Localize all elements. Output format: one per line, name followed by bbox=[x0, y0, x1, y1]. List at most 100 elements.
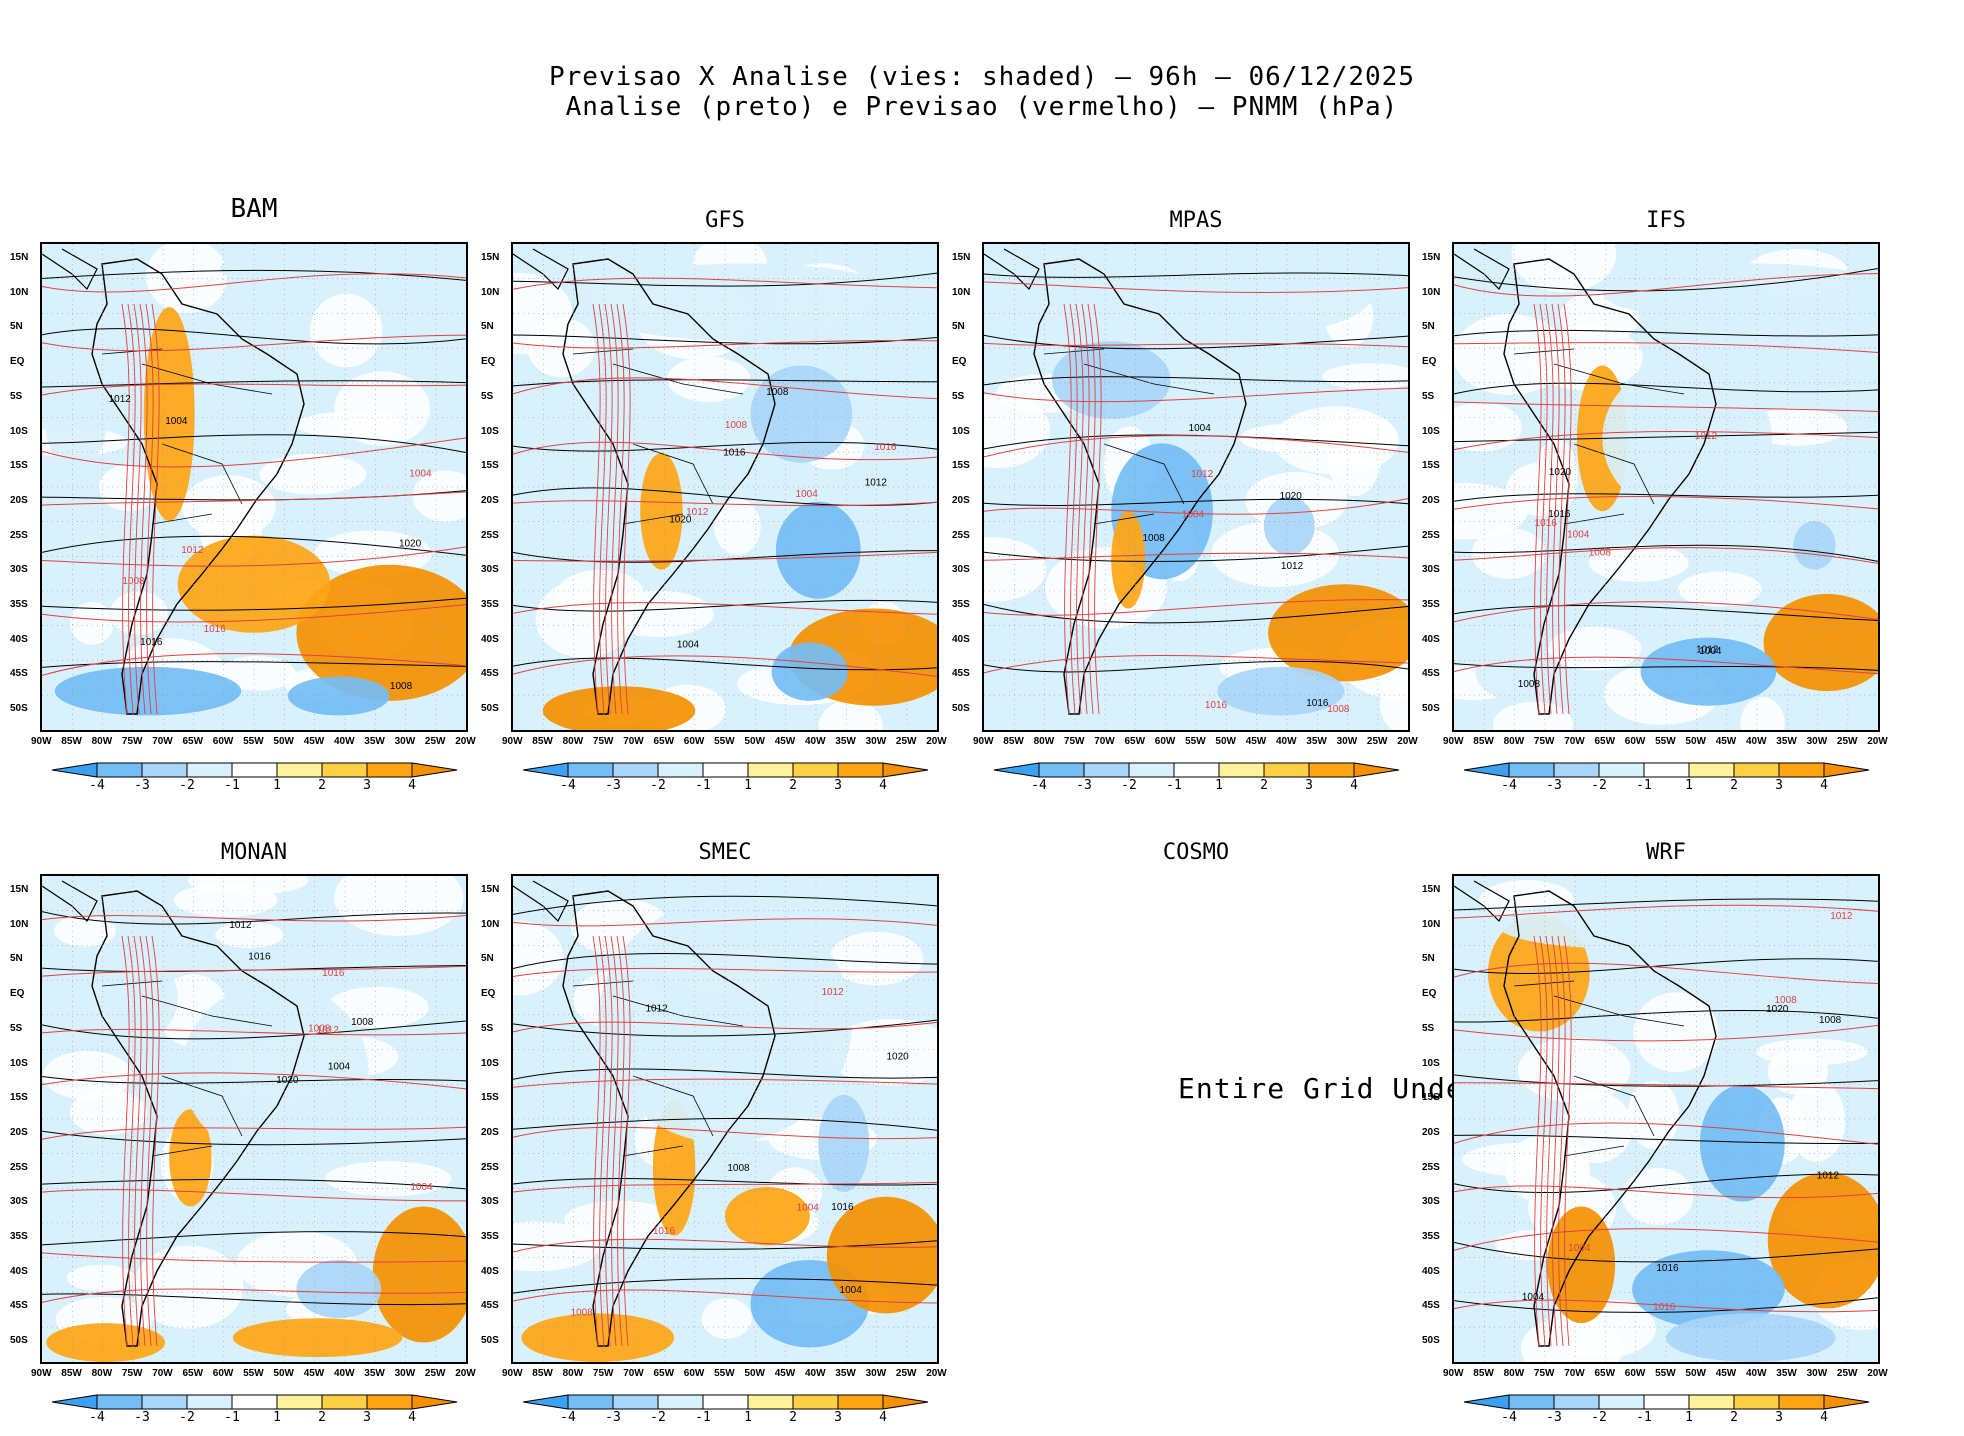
bias-blob bbox=[287, 676, 390, 716]
bias-blob bbox=[296, 564, 466, 701]
colorbar-label: 2 bbox=[1730, 1410, 1738, 1425]
country-border bbox=[151, 513, 213, 525]
panel-title-wrf: WRF bbox=[1646, 840, 1686, 865]
colorbar-segment bbox=[1688, 762, 1735, 778]
colorbar-label: -2 bbox=[179, 1410, 195, 1425]
contour-label: 1012 bbox=[1695, 431, 1718, 442]
bias-blob bbox=[1666, 1313, 1836, 1362]
forecast-contour bbox=[42, 334, 466, 352]
analysis-contour bbox=[513, 1068, 937, 1080]
forecast-contour bbox=[1545, 935, 1554, 1347]
contour-label: 1004 bbox=[796, 489, 819, 500]
lat-tick-label: 40S bbox=[481, 1265, 499, 1277]
lat-tick-label: 45S bbox=[1422, 668, 1440, 680]
contour-label: 1008 bbox=[1518, 679, 1541, 690]
lon-tick-label: 80W bbox=[1503, 736, 1525, 747]
forecast-contour bbox=[1539, 303, 1548, 715]
analysis-contour bbox=[1454, 382, 1878, 395]
lon-tick-label: 60W bbox=[1624, 736, 1646, 747]
bias-patch-neutral bbox=[1622, 1167, 1694, 1225]
lon-tick-label: 35W bbox=[835, 1368, 856, 1379]
contour-label: 1012 bbox=[317, 1025, 340, 1036]
colorbar-label: 2 bbox=[789, 778, 797, 793]
lon-tick-label: 45W bbox=[774, 736, 796, 747]
lon-tick-label: 40W bbox=[805, 736, 826, 747]
country-border bbox=[1103, 443, 1185, 505]
country-border bbox=[151, 1145, 213, 1157]
colorbar-label: -3 bbox=[134, 778, 150, 793]
analysis-contour bbox=[1454, 898, 1878, 911]
lon-tick-label: 50W bbox=[1215, 736, 1236, 747]
lon-tick-label: 80W bbox=[91, 1368, 113, 1379]
colorbar-arrow-left bbox=[1464, 1394, 1510, 1410]
lon-tick-label: 30W bbox=[865, 1368, 887, 1379]
lon-tick-label: 75W bbox=[592, 1368, 614, 1379]
colorbar-segment bbox=[702, 762, 749, 778]
lon-tick-label: 75W bbox=[1533, 736, 1555, 747]
forecast-contour bbox=[127, 935, 136, 1347]
contour-label: 1008 bbox=[571, 1307, 594, 1318]
forecast-contour bbox=[1563, 935, 1572, 1347]
lat-tick-label: 15N bbox=[10, 252, 29, 263]
lon-tick-label: 65W bbox=[1594, 736, 1616, 747]
lon-tick-label: 30W bbox=[1336, 736, 1358, 747]
lon-tick-label: 60W bbox=[212, 736, 234, 747]
colorbar bbox=[523, 1394, 929, 1410]
panel-title-mpas: MPAS bbox=[1169, 208, 1223, 233]
contour-label: 1004 bbox=[328, 1062, 351, 1073]
colorbar bbox=[1464, 762, 1870, 778]
forecast-contour bbox=[1557, 303, 1566, 715]
map-monan: 1004 1008 1012 1016 1020 1004 1008 1012 1016 bbox=[40, 874, 468, 1364]
panel-title-gfs: GFS bbox=[705, 208, 745, 233]
country-border bbox=[1083, 363, 1215, 395]
bias-blob bbox=[640, 452, 683, 570]
lat-tick-label: 25S bbox=[952, 529, 970, 541]
lat-tick-label: 50S bbox=[1422, 703, 1440, 715]
colorbar-label: 3 bbox=[834, 1410, 842, 1425]
lat-tick-label: 10N bbox=[481, 286, 500, 298]
contour-label: 1012 bbox=[1696, 644, 1719, 655]
colorbar-arrow-left bbox=[994, 762, 1040, 778]
panel-title-smec: SMEC bbox=[698, 840, 752, 865]
lon-tick-label: 40W bbox=[1276, 736, 1297, 747]
colorbar-segment bbox=[96, 762, 143, 778]
bias-blob bbox=[1496, 900, 1751, 949]
panel-title-cosmo: COSMO bbox=[1162, 840, 1230, 865]
forecast-contour bbox=[513, 377, 937, 400]
forecast-contour bbox=[598, 935, 607, 1347]
colorbar-label: 2 bbox=[318, 778, 326, 793]
lon-tick-label: 30W bbox=[394, 1368, 416, 1379]
colorbar-label: -1 bbox=[695, 778, 711, 793]
lon-tick-label: 75W bbox=[592, 736, 614, 747]
forecast-contour bbox=[133, 935, 142, 1347]
country-border bbox=[1563, 1145, 1625, 1157]
forecast-contour bbox=[513, 500, 937, 507]
bias-patch-neutral bbox=[602, 590, 714, 637]
lon-tick-label: 55W bbox=[243, 1368, 264, 1379]
lat-tick-label: 25S bbox=[10, 1161, 28, 1173]
bias-patch-neutral bbox=[1327, 421, 1381, 497]
forecast-contour bbox=[1551, 303, 1560, 715]
analysis-contour bbox=[1454, 1009, 1878, 1023]
colorbar-segment bbox=[276, 1394, 323, 1410]
forecast-contour bbox=[1454, 656, 1878, 675]
lat-tick-label: 30S bbox=[1422, 1196, 1440, 1208]
lat-tick-label: 35S bbox=[481, 599, 499, 610]
colorbar-segment bbox=[231, 1394, 278, 1410]
contour-label: 1016 bbox=[1535, 518, 1558, 529]
colorbar-label: 1 bbox=[273, 778, 281, 793]
lat-tick-label: 35S bbox=[10, 599, 28, 610]
lat-tick-label: 40S bbox=[10, 1265, 28, 1277]
colorbar-label: -4 bbox=[560, 778, 576, 793]
analysis-contour bbox=[1454, 267, 1878, 292]
analysis-contour bbox=[42, 911, 466, 925]
analysis-contour bbox=[1454, 544, 1878, 562]
bias-patch-neutral bbox=[701, 1298, 752, 1339]
lon-tick-label: 55W bbox=[243, 736, 264, 747]
analysis-contour bbox=[42, 269, 466, 281]
bias-blob bbox=[220, 244, 458, 293]
forecast-contour bbox=[42, 383, 466, 396]
analysis-contour bbox=[1454, 604, 1878, 622]
colorbar-label: 1 bbox=[744, 1410, 752, 1425]
colorbar-label: 1 bbox=[1215, 778, 1223, 793]
